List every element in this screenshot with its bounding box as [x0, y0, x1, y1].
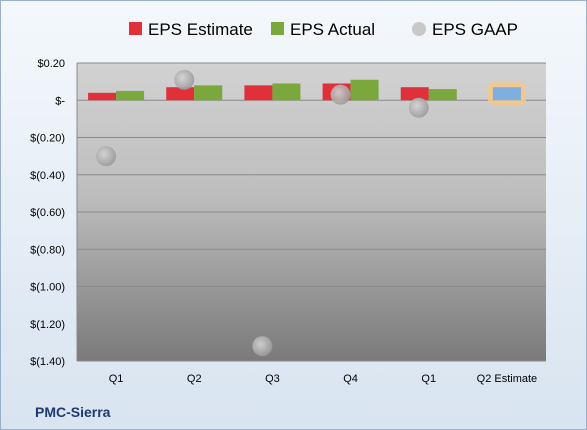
y-tick-label: $0.20	[37, 58, 65, 70]
x-tick-label: Q2 Estimate	[477, 373, 538, 385]
x-tick-label: Q1	[109, 373, 124, 385]
x-tick-label: Q1	[421, 373, 436, 385]
legend-label: EPS GAAP	[432, 20, 518, 39]
gaap-point	[330, 84, 351, 105]
y-tick-label: $-	[55, 95, 65, 107]
legend-marker	[412, 22, 426, 36]
bar-eps-estimate	[400, 87, 429, 101]
gaap-point	[252, 336, 273, 357]
brand-label: PMC-Sierra	[35, 404, 111, 420]
bar-eps-estimate	[244, 85, 273, 101]
y-tick-label: $(0.40)	[30, 170, 65, 182]
y-axis: $0.20 $- $(0.20) $(0.40) $(0.60) $(0.80) $(1.0…	[30, 58, 78, 368]
legend: EPS Estimate EPS Actual EPS GAAP	[129, 20, 518, 39]
bar-eps-estimate	[166, 87, 195, 101]
gridlines	[77, 62, 546, 362]
gaap-point	[174, 69, 195, 90]
y-tick-label: $(0.20)	[30, 133, 65, 145]
bar-forward-estimate	[492, 87, 521, 101]
y-tick-label: $(0.80)	[30, 244, 65, 256]
legend-marker	[129, 22, 142, 35]
legend-label: EPS Actual	[290, 20, 375, 39]
bar-eps-actual	[116, 90, 145, 101]
bar-eps-actual	[350, 79, 379, 101]
bar-eps-actual	[428, 89, 457, 101]
gaap-point	[96, 146, 117, 167]
legend-label: EPS Estimate	[148, 20, 253, 39]
x-axis: Q1 Q2 Q3 Q4 Q1 Q2 Estimate	[109, 373, 537, 385]
y-tick-label: $(1.20)	[30, 319, 65, 331]
gaap-point	[408, 97, 429, 118]
legend-marker	[271, 22, 284, 35]
y-tick-label: $(0.60)	[30, 207, 65, 219]
bar-eps-estimate	[88, 92, 117, 101]
x-tick-label: Q2	[187, 373, 202, 385]
bar-eps-actual	[194, 85, 223, 101]
y-tick-label: $(1.40)	[30, 356, 65, 368]
y-tick-label: $(1.00)	[30, 282, 65, 294]
bar-eps-actual	[272, 83, 301, 101]
x-tick-label: Q3	[265, 373, 280, 385]
gaap-points	[96, 69, 429, 357]
x-tick-label: Q4	[343, 373, 358, 385]
